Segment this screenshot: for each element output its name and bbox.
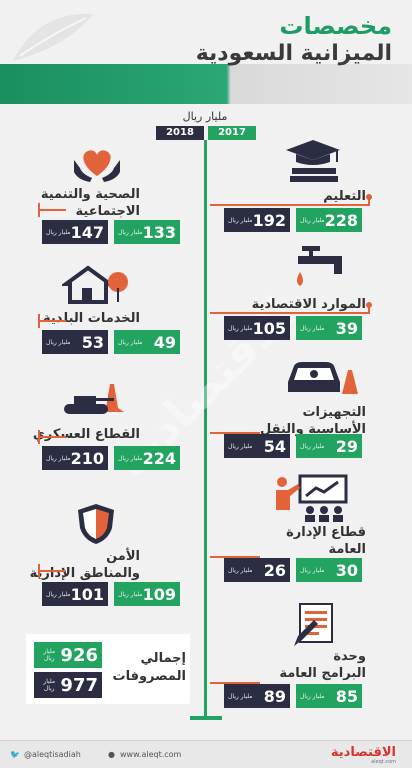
- title-line-1: مخصصات: [279, 12, 392, 40]
- twitter-handle[interactable]: @aleqtisadiah: [24, 750, 81, 759]
- security-2018-value: مليار ريال 101: [42, 582, 108, 606]
- military-2017-value: مليار ريال 224: [114, 446, 180, 470]
- website-link[interactable]: www.aleqt.com: [120, 750, 182, 759]
- economic-connector: [210, 312, 370, 314]
- brand-logo: الاقتصادية: [330, 745, 396, 760]
- health-label: الصحية والتنمية الاجتماعية: [40, 187, 140, 219]
- page-title: مخصصات الميزانية السعودية: [196, 12, 392, 68]
- admin-connector: [210, 556, 260, 558]
- health-2017-value: مليار ريال 133: [114, 220, 180, 244]
- transport-label: التجهيزات الأساسية والنقل: [260, 405, 366, 437]
- economic-2018-value: مليار ريال 105: [224, 316, 290, 340]
- health-2018-value: مليار ريال 147: [42, 220, 108, 244]
- admin-2017-value: مليار ريال 30: [296, 558, 362, 582]
- security-connector: [38, 570, 66, 572]
- economic-2017-value: مليار ريال 39: [296, 316, 362, 340]
- car-cone-icon: [288, 362, 358, 394]
- footer: 🐦 @aleqtisadiah ● www.aleqt.com الاقتصاد…: [0, 740, 412, 768]
- programs-label: وحدة البرامج العامة: [279, 649, 366, 681]
- total-label: إجمالي المصروفات: [112, 651, 187, 684]
- title-line-2: الميزانية السعودية: [195, 41, 392, 66]
- municipal-2017-value: مليار ريال 49: [114, 330, 180, 354]
- shield-icon: [78, 504, 114, 544]
- admin-2018-value: مليار ريال 26: [224, 558, 290, 582]
- graduation-cap-books-icon: [286, 140, 340, 182]
- education-connector: [210, 204, 370, 206]
- total-2017-value: مليار ريال 926: [34, 642, 102, 668]
- document-pen-icon: [294, 603, 333, 646]
- programs-2018-value: مليار ريال 89: [224, 684, 290, 708]
- heart-hands-icon: [74, 150, 120, 182]
- transport-connector: [210, 432, 260, 434]
- leaf-decoration-icon: [13, 13, 93, 61]
- house-tree-icon: [62, 265, 128, 304]
- military-label: القطاع العسكري: [32, 427, 140, 442]
- unit-label: مليار ريال: [182, 110, 228, 123]
- admin-label: قطاع الإدارة العامة: [286, 525, 366, 557]
- twitter-icon: 🐦: [10, 750, 20, 759]
- municipal-label: الخدمات البلدية: [43, 311, 140, 326]
- year-2018-badge: 2018: [156, 126, 204, 140]
- total-2018-value: مليار ريال 977: [34, 672, 102, 698]
- economic-label: الموارد الاقتصادية: [251, 297, 366, 312]
- education-label: التعليم: [323, 189, 366, 204]
- web-icon: ●: [108, 750, 115, 759]
- transport-2018-value: مليار ريال 54: [224, 434, 290, 458]
- health-connector: [38, 209, 66, 211]
- programs-connector: [210, 682, 260, 684]
- timeline-line: [204, 140, 207, 718]
- transport-2017-value: مليار ريال 29: [296, 434, 362, 458]
- timeline-base: [190, 716, 222, 720]
- security-2017-value: مليار ريال 109: [114, 582, 180, 606]
- education-2017-value: مليار ريال 228: [296, 208, 362, 232]
- municipal-connector: [38, 320, 66, 322]
- tank-jet-icon: [64, 384, 124, 414]
- programs-2017-value: مليار ريال 85: [296, 684, 362, 708]
- brand-subtitle: aleqt.com: [371, 759, 396, 765]
- municipal-2018-value: مليار ريال 53: [42, 330, 108, 354]
- education-2018-value: مليار ريال 192: [224, 208, 290, 232]
- military-2018-value: مليار ريال 210: [42, 446, 108, 470]
- security-label: الأمن والمناطق الإدارية: [29, 549, 140, 581]
- header-stripe: [0, 64, 412, 104]
- year-2017-badge: 2017: [208, 126, 256, 140]
- water-tap-icon: [297, 246, 342, 286]
- military-connector: [38, 436, 66, 438]
- presentation-icon: [276, 474, 348, 522]
